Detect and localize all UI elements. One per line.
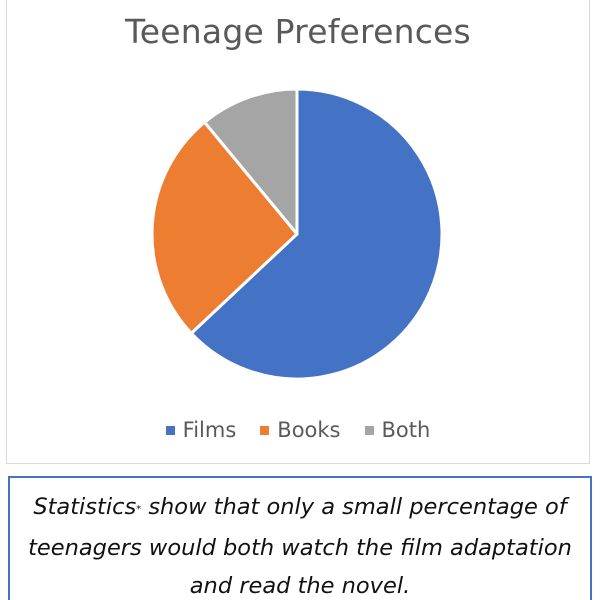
- legend-label-both: Both: [381, 418, 431, 442]
- legend-swatch-both: [364, 425, 374, 435]
- legend-item-books: Books: [260, 418, 341, 442]
- pie-slice-films: [189, 87, 444, 381]
- chart-title: Teenage Preferences: [125, 12, 471, 51]
- pie-slices: [150, 87, 444, 381]
- chart-legend: Films Books Both: [7, 418, 589, 442]
- pie-chart: [150, 87, 444, 381]
- caption-line-2: teenagers would both watch the film adap…: [28, 535, 572, 561]
- caption-line-1-rest: show that only a small percentage of: [141, 494, 567, 520]
- caption-line-3: and read the novel.: [189, 573, 411, 599]
- legend-swatch-films: [165, 425, 175, 435]
- legend-item-films: Films: [165, 418, 237, 442]
- legend-item-both: Both: [364, 418, 431, 442]
- legend-label-books: Books: [277, 418, 341, 442]
- caption-text: Statistics* show that only a small perce…: [10, 488, 590, 600]
- chart-panel: Teenage Preferences Films Books Both: [6, 0, 590, 464]
- caption-box: Statistics* show that only a small perce…: [8, 476, 592, 600]
- caption-asterisk: *: [136, 504, 142, 515]
- legend-label-films: Films: [182, 418, 237, 442]
- caption-line-1: Statistics* show that only a small perce…: [10, 488, 590, 529]
- legend-swatch-books: [260, 425, 270, 435]
- pie-slice-books: [150, 120, 299, 335]
- caption-word-statistics: Statistics: [33, 494, 137, 520]
- pie-slice-both: [203, 87, 299, 236]
